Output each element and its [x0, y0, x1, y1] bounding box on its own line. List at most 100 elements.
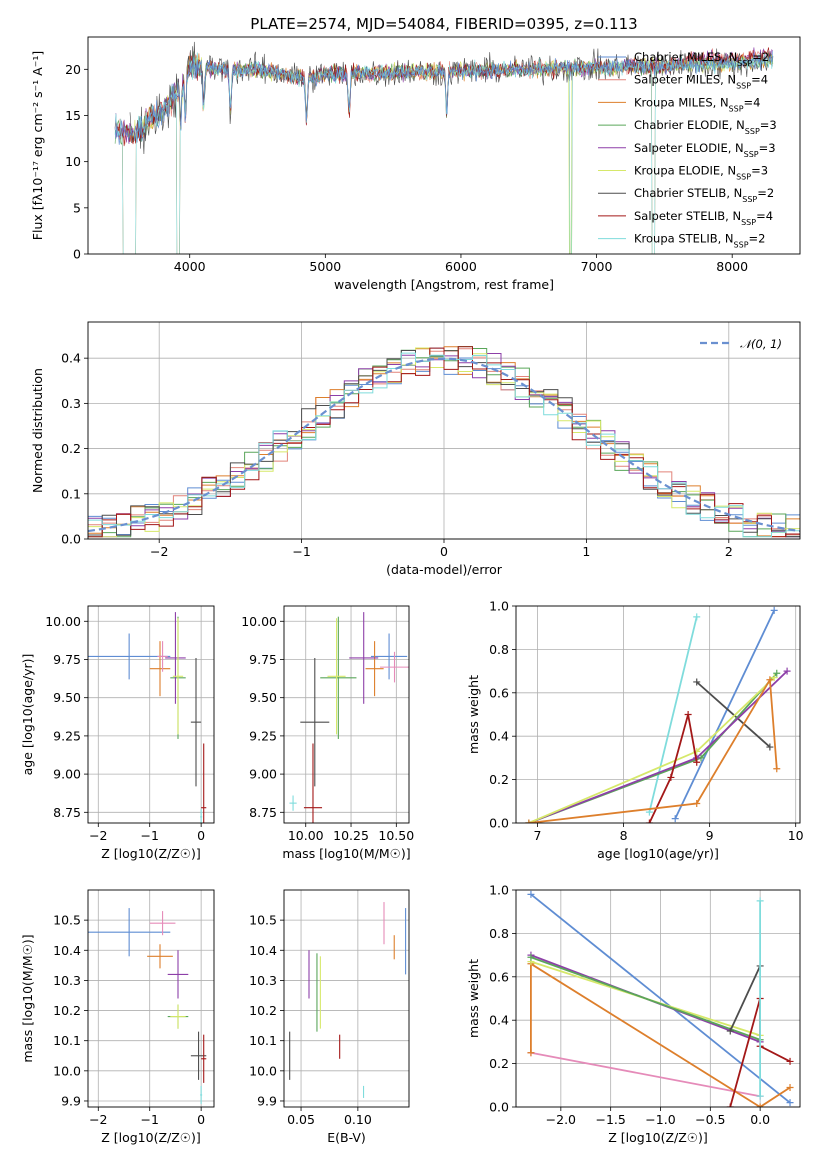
- y-tick-label: 0.3: [61, 396, 81, 411]
- y-tick-label: 10.3: [249, 973, 277, 988]
- y-tick-label: 9.9: [257, 1093, 277, 1108]
- weight-lines: [525, 606, 791, 823]
- y-tick-label: 0.6: [489, 685, 509, 700]
- x-tick-label: −1.0: [645, 1112, 675, 1127]
- weight-vs-age-panel: 7 8 9 10 0.0 0.2 0.4 0.6 0.8 1.0 age [log10(age/yr…: [466, 599, 804, 862]
- weight-point: [527, 953, 535, 961]
- errorbars: [289, 902, 407, 1098]
- y-tick-label: 0.0: [61, 532, 81, 547]
- figure-title: PLATE=2574, MJD=54084, FIBERID=0395, z=0…: [250, 15, 637, 33]
- weight-series-salpeter-elodie: [528, 670, 788, 823]
- y-tick-label: 10.00: [241, 614, 277, 629]
- y-tick-label: 15: [65, 108, 81, 123]
- weight-point: [671, 815, 679, 823]
- x-tick-label: 1: [582, 544, 590, 559]
- x-axis-label: wavelength [Angstrom, rest frame]: [334, 277, 554, 292]
- x-tick-label: 0.10: [344, 1112, 372, 1127]
- x-tick-label: −1: [140, 1112, 158, 1127]
- y-tick-label: 9.50: [53, 690, 81, 705]
- x-tick-label: 4000: [174, 259, 206, 274]
- axes-frame: [87, 889, 215, 1108]
- x-axis-label: mass [log10(M/M☉)]: [282, 846, 410, 861]
- weight-point: [693, 613, 701, 621]
- weight-series-chabrier-stelib: [696, 681, 771, 748]
- y-tick-label: 9.25: [53, 728, 81, 743]
- histogram-kroupa-stelib: [88, 352, 800, 538]
- y-tick-label: 0.4: [489, 729, 509, 744]
- x-tick-label: 7: [534, 828, 542, 843]
- weight-point: [726, 1027, 734, 1035]
- y-axis-label: mass weight: [466, 675, 481, 754]
- y-tick-label: 10.5: [249, 913, 277, 928]
- y-tick-label: 10.4: [53, 943, 81, 958]
- y-tick-label: 9.9: [61, 1093, 81, 1108]
- normal-curve: [88, 357, 800, 533]
- y-tick-label: 10.5: [53, 913, 81, 928]
- y-tick-label: 0.2: [489, 772, 509, 787]
- x-tick-label: 0: [197, 1112, 205, 1127]
- y-axis-label: age [log10(age/yr)]: [20, 654, 35, 776]
- x-tick-label: −2.0: [546, 1112, 576, 1127]
- x-tick-label: 5000: [309, 259, 341, 274]
- legend-label: Chabrier STELIB, NSSP=2: [634, 186, 774, 204]
- y-tick-label: 0.0: [489, 1100, 509, 1115]
- residuals-panel: −2 −1 0 1 2 0.0 0.1 0.2 0.3 0.4 (data-model)/error…: [30, 321, 801, 577]
- y-tick-label: 10.1: [53, 1033, 81, 1048]
- x-tick-label: 10.50: [378, 828, 414, 843]
- spectrum-legend: Chabrier MILES, NSSP=2 Salpeter MILES, NS…: [598, 50, 777, 249]
- x-axis-label: Z [log10(Z/Z☉)]: [101, 846, 201, 861]
- weight-series-chabrier-miles: [674, 609, 776, 820]
- weight-point: [525, 819, 533, 823]
- y-axis-label: Normed distribution: [30, 368, 45, 493]
- legend-label: Kroupa ELODIE, NSSP=3: [634, 164, 768, 182]
- weight-series-kroupa-miles: [530, 962, 791, 1107]
- y-tick-label: 0.2: [61, 441, 81, 456]
- x-tick-label: 0.05: [287, 1112, 315, 1127]
- y-tick-label: 0.4: [61, 351, 81, 366]
- spectrum-line-chabrier-miles: [114, 51, 773, 145]
- y-tick-label: 0.1: [61, 486, 81, 501]
- y-tick-label: 9.50: [249, 690, 277, 705]
- y-tick-label: 0: [73, 247, 81, 262]
- weight-series-chabrier-stelib: [729, 965, 761, 1032]
- weight-lines: [527, 890, 794, 1107]
- age-vs-mass-panel: 10.00 10.25 10.50 8.75 9.00 9.25 9.50 9.75 10.00…: [241, 605, 414, 861]
- x-tick-label: −2: [150, 544, 168, 559]
- weight-point: [693, 799, 701, 807]
- weight-point: [726, 1103, 734, 1107]
- y-tick-label: 9.00: [53, 767, 81, 782]
- spectrum-panel: 4000 5000 6000 7000 8000 0 5 10 15 20 wavelength […: [30, 36, 801, 292]
- y-tick-label: 10.00: [45, 614, 81, 629]
- age-vs-Z-panel: −2 −1 0 8.75 9.00 9.25 9.50 9.75 10.00 Z [log10(Z…: [20, 605, 215, 861]
- weight-point: [684, 711, 692, 718]
- legend-label: 𝒩(0, 1): [740, 337, 782, 351]
- x-tick-label: 8000: [716, 259, 748, 274]
- weight-point: [756, 897, 764, 905]
- weight-point: [693, 758, 701, 766]
- x-tick-label: −1: [140, 828, 158, 843]
- y-tick-label: 10.0: [249, 1063, 277, 1078]
- y-tick-label: 20: [65, 62, 81, 77]
- x-tick-label: −2: [89, 1112, 107, 1127]
- y-tick-label: 10.0: [53, 1063, 81, 1078]
- weight-point: [527, 1049, 535, 1057]
- weight-series-salpeter-stelib: [648, 714, 698, 823]
- axes-frame: [87, 605, 215, 824]
- errorbars: [289, 612, 409, 823]
- x-tick-label: 0: [440, 544, 448, 559]
- y-tick-label: 9.00: [249, 767, 277, 782]
- y-tick-label: 10.1: [249, 1033, 277, 1048]
- weight-point: [766, 743, 774, 751]
- axes-frame: [515, 889, 801, 1108]
- axes-frame: [515, 605, 801, 824]
- x-tick-label: 0: [197, 828, 205, 843]
- weight-series-chabrier-elodie: [530, 956, 761, 1041]
- weight-point: [645, 819, 653, 823]
- weight-series-chabrier-miles: [530, 893, 791, 1104]
- y-tick-label: 0.8: [489, 642, 509, 657]
- x-tick-label: 10.00: [288, 828, 324, 843]
- y-tick-label: 9.75: [53, 652, 81, 667]
- mass-vs-Z-panel: −2 −1 0 9.9 10.0 10.1 10.2 10.3 10.4 10.5 Z [log10…: [20, 889, 215, 1145]
